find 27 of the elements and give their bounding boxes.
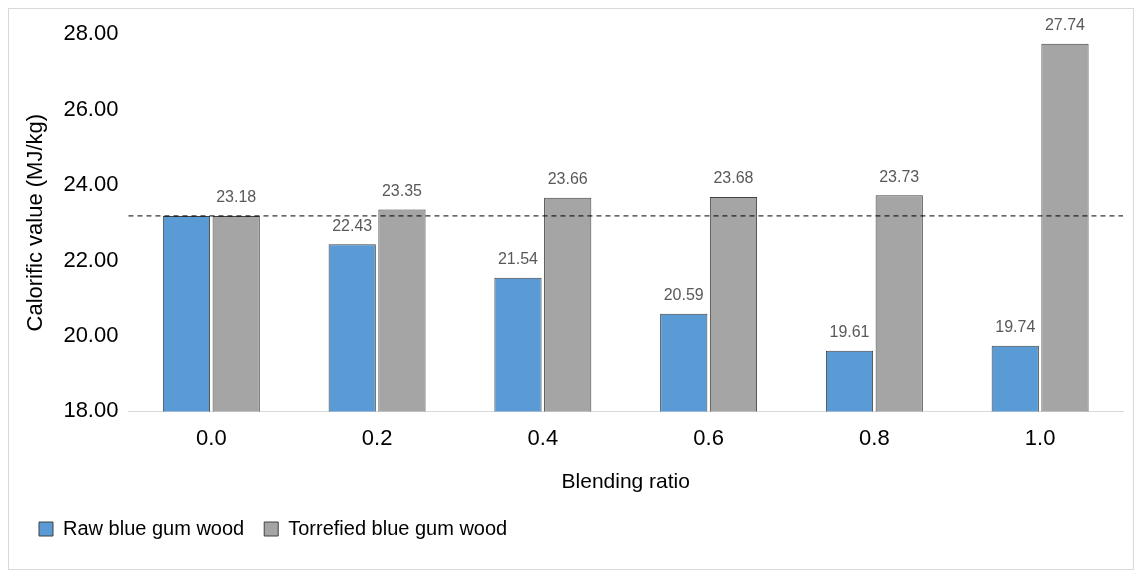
y-tick-label: 24.00 <box>63 171 119 197</box>
legend-label: Raw blue gum wood <box>63 516 245 539</box>
data-label: 19.74 <box>995 318 1036 336</box>
y-tick-label: 20.00 <box>63 321 119 347</box>
data-label: 21.54 <box>497 250 539 268</box>
data-label: 23.35 <box>381 181 423 199</box>
x-tick-label: 0.2 <box>361 424 393 450</box>
data-label: 22.43 <box>332 216 373 234</box>
data-label: 27.74 <box>1044 16 1086 34</box>
data-label: 23.18 <box>216 188 257 206</box>
x-tick-label: 1.0 <box>1024 424 1056 450</box>
y-axis-title: Calorific value (MJ/kg) <box>22 113 48 332</box>
x-axis-title: Blending ratio <box>561 469 690 493</box>
y-tick-label: 22.00 <box>63 246 119 272</box>
data-label: 23.66 <box>547 170 588 188</box>
data-label: 20.59 <box>663 286 704 304</box>
x-tick-label: 0.4 <box>527 424 559 450</box>
legend-label: Torrefied blue gum wood <box>288 516 508 539</box>
y-tick-label: 26.00 <box>63 95 119 121</box>
y-tick-label: 18.00 <box>63 397 119 423</box>
x-tick-label: 0.8 <box>859 424 890 450</box>
x-tick-label: 0.6 <box>693 424 724 450</box>
data-label: 23.73 <box>879 167 920 185</box>
data-label: 19.61 <box>829 323 870 341</box>
data-label: 23.68 <box>713 169 754 187</box>
y-tick-label: 28.00 <box>63 20 119 46</box>
x-tick-label: 0.0 <box>196 424 227 450</box>
